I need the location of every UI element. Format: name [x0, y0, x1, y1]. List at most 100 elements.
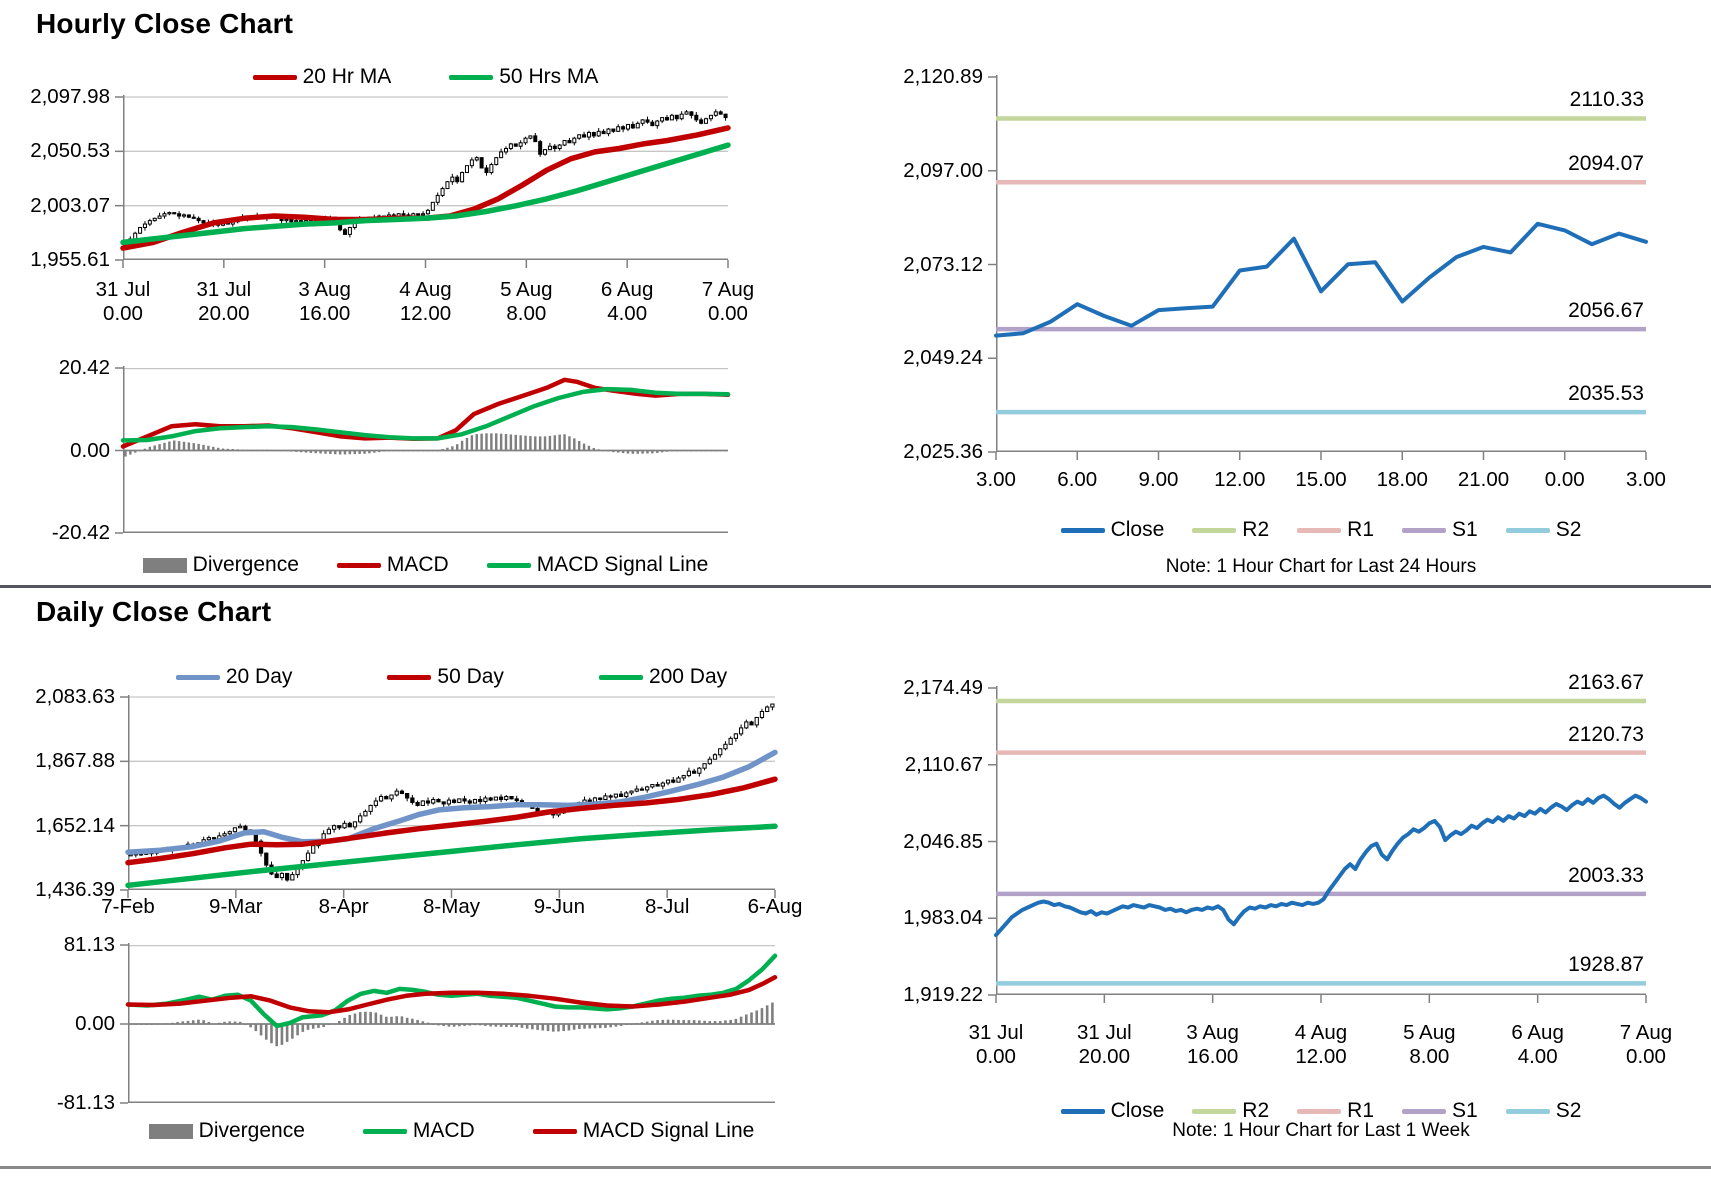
legend-swatch — [486, 562, 531, 568]
hourly-pivot-legend: Close R2 R1 S1 S2 — [996, 518, 1646, 542]
weekly-pivot-chart: 2163.67 2120.73 2003.33 1928.87 1,919.22 1,98… — [903, 671, 1672, 1122]
pivot-level-label-r2: 2110.33 — [1569, 88, 1644, 112]
legend-label: 20 Hr MA — [302, 65, 392, 88]
legend-label: Close — [1110, 518, 1165, 541]
legend-item-50-day: 50 Day — [387, 665, 504, 689]
legend-swatch — [1060, 527, 1105, 533]
y-tick-label: 2,097.00 — [903, 158, 983, 182]
pivot-level-label-s1: 2056.67 — [1568, 299, 1644, 323]
bottom-rule — [0, 1166, 1711, 1169]
x-tick-label: 31 Jul 0.00 — [968, 1021, 1024, 1068]
legend-swatch — [1505, 527, 1550, 533]
legend-item-20-hr-ma: 20 Hr MA — [252, 65, 392, 89]
legend-swatch — [1297, 527, 1342, 533]
legend-item-50-hrs-ma: 50 Hrs MA — [449, 65, 598, 89]
x-tick-label: 6 Aug 4.00 — [1511, 1021, 1564, 1068]
y-tick-label: 1,955.61 — [30, 248, 110, 271]
x-tick-label: 9-Jun — [533, 895, 585, 918]
x-tick-label: 6 Aug 4.00 — [600, 278, 654, 325]
pivot-level-label-r2: 2163.67 — [1568, 671, 1644, 695]
x-tick-label: 31 Jul 20.00 — [1076, 1021, 1132, 1068]
x-tick-label: 6-Aug — [747, 895, 803, 918]
y-tick-label: 2,046.85 — [903, 829, 983, 853]
legend-swatch — [252, 74, 297, 80]
legend-label: R1 — [1347, 518, 1375, 541]
legend-label: MACD — [412, 1119, 475, 1142]
x-tick-label: 4 Aug 12.00 — [399, 278, 452, 325]
x-tick-label: 8-Jul — [644, 895, 690, 918]
legend-label: MACD Signal Line — [582, 1119, 755, 1142]
hourly-pivot-chart: 2110.33 2094.07 2056.67 2035.53 2,025.36 2,04… — [903, 66, 1666, 541]
hourly-pivot-axes — [988, 75, 1647, 460]
hourly-pivot-plot — [988, 75, 1648, 460]
legend-item-r2: R2 — [1192, 1099, 1269, 1123]
daily-price-ma-lines — [125, 749, 778, 889]
daily-macd-chart: 81.13 0.00 -81.13 Divergence MACD MACD Signal… — [57, 934, 778, 1142]
hourly-price-candles — [123, 109, 728, 250]
hourly-price-chart: 1,955.61 2,003.07 2,050.53 2,097.98 31 Jul 0.… — [30, 65, 754, 325]
x-tick-label: 18.00 — [1376, 468, 1428, 491]
y-tick-label: 2,003.07 — [30, 193, 110, 217]
legend-item-200-day: 200 Day — [598, 665, 728, 689]
y-tick-label: 2,083.63 — [35, 685, 115, 708]
x-tick-label: 3 Aug 16.00 — [298, 278, 351, 325]
x-tick-label: 8-May — [423, 895, 480, 918]
daily-macd-macd-lines — [125, 953, 778, 1029]
legend-label: R2 — [1242, 518, 1270, 541]
legend-label: 50 Day — [437, 665, 504, 688]
hourly-price-ma-lines — [120, 125, 731, 251]
hourly-macd-macd-lines — [120, 377, 731, 449]
legend-label: Close — [1110, 1099, 1165, 1122]
legend-item-s1: S1 — [1402, 518, 1478, 542]
x-tick-label: 7 Aug 0.00 — [701, 278, 755, 325]
weekly-pivot-legend: Close R2 R1 S1 S2 — [996, 1099, 1646, 1123]
legend-item-close: Close — [1060, 1099, 1165, 1123]
x-tick-label: 7-Feb — [101, 895, 155, 918]
hourly-pivot-close-line — [994, 221, 1648, 338]
weekly-pivot-levels — [996, 698, 1646, 986]
y-tick-label: 0.00 — [75, 1012, 115, 1035]
legend-label: S1 — [1452, 1099, 1478, 1122]
hourly-macd-divergence-bars — [124, 433, 727, 457]
y-tick-label: -20.42 — [51, 521, 110, 544]
hourly-macd-plot — [115, 366, 731, 534]
daily-macd-divergence-bars — [129, 1002, 774, 1047]
y-tick-label: 2,049.24 — [903, 346, 983, 370]
legend-swatch — [148, 1123, 193, 1139]
legend-label: S1 — [1452, 518, 1478, 541]
legend-swatch — [532, 1128, 577, 1134]
daily-price-plot — [120, 695, 778, 898]
legend-swatch — [387, 674, 432, 680]
legend-item-divergence: Divergence — [142, 553, 299, 577]
y-tick-label: 2,120.89 — [903, 65, 983, 88]
daily-price-axes — [120, 695, 776, 898]
legend-swatch — [1060, 1108, 1105, 1114]
section-divider — [0, 585, 1711, 588]
weekly-pivot-close-line — [994, 793, 1648, 938]
daily-price-legend: 20 Day 50 Day 200 Day — [128, 665, 775, 689]
legend-label: MACD Signal Line — [536, 553, 709, 576]
daily-macd-legend: Divergence MACD MACD Signal Line — [128, 1119, 775, 1143]
legend-swatch — [1505, 1108, 1550, 1114]
daily-price-chart: 1,436.39 1,652.14 1,867.88 2,083.63 7-Feb 9-M… — [35, 665, 802, 918]
hourly-price-plot — [115, 95, 731, 268]
x-tick-label: 31 Jul 20.00 — [196, 278, 252, 325]
x-tick-label: 8-Apr — [318, 895, 369, 918]
legend-swatch — [1192, 1108, 1237, 1114]
legend-label: Divergence — [192, 553, 299, 576]
x-tick-label: 3 Aug 16.00 — [1186, 1021, 1239, 1068]
hourly-pivot-levels — [996, 116, 1646, 415]
x-tick-label: 5 Aug 8.00 — [500, 278, 553, 325]
pivot-level-label-s2: 1928.87 — [1568, 953, 1644, 977]
legend-item-macd-signal-line: MACD Signal Line — [532, 1119, 755, 1143]
hourly-macd-legend: Divergence MACD MACD Signal Line — [123, 553, 728, 577]
legend-item-divergence: Divergence — [148, 1119, 305, 1143]
x-tick-label: 12.00 — [1214, 468, 1266, 491]
weekly-pivot-note: Note: 1 Hour Chart for Last 1 Week — [1172, 1120, 1470, 1141]
pivot-level-label-r1: 2094.07 — [1568, 152, 1644, 176]
hourly-pivot-note: Note: 1 Hour Chart for Last 24 Hours — [1165, 556, 1477, 577]
legend-item-20-day: 20 Day — [175, 665, 292, 689]
legend-label: 200 Day — [648, 665, 728, 688]
legend-swatch — [1192, 527, 1237, 533]
